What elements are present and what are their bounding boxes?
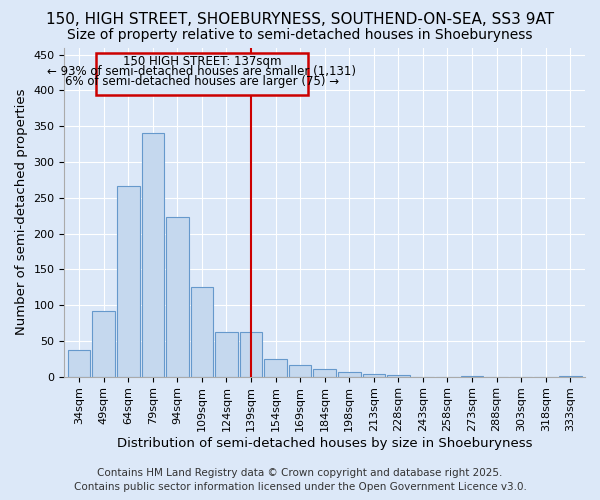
Text: 150, HIGH STREET, SHOEBURYNESS, SOUTHEND-ON-SEA, SS3 9AT: 150, HIGH STREET, SHOEBURYNESS, SOUTHEND… <box>46 12 554 28</box>
Bar <box>215 332 238 376</box>
Text: ← 93% of semi-detached houses are smaller (1,131): ← 93% of semi-detached houses are smalle… <box>47 64 356 78</box>
Bar <box>313 368 336 376</box>
Bar <box>142 134 164 376</box>
Text: 150 HIGH STREET: 137sqm: 150 HIGH STREET: 137sqm <box>122 56 281 68</box>
Bar <box>338 372 361 376</box>
Bar <box>117 186 140 376</box>
FancyBboxPatch shape <box>97 52 308 96</box>
Text: 6% of semi-detached houses are larger (75) →: 6% of semi-detached houses are larger (7… <box>65 74 339 88</box>
Bar <box>264 358 287 376</box>
Text: Size of property relative to semi-detached houses in Shoeburyness: Size of property relative to semi-detach… <box>67 28 533 42</box>
Bar <box>289 365 311 376</box>
Bar <box>68 350 91 376</box>
Bar <box>92 311 115 376</box>
Bar <box>387 375 410 376</box>
Bar <box>240 332 262 376</box>
Y-axis label: Number of semi-detached properties: Number of semi-detached properties <box>15 89 28 336</box>
Bar <box>362 374 385 376</box>
Bar <box>166 217 188 376</box>
Text: Contains HM Land Registry data © Crown copyright and database right 2025.
Contai: Contains HM Land Registry data © Crown c… <box>74 468 526 492</box>
X-axis label: Distribution of semi-detached houses by size in Shoeburyness: Distribution of semi-detached houses by … <box>117 437 532 450</box>
Bar <box>191 287 213 376</box>
